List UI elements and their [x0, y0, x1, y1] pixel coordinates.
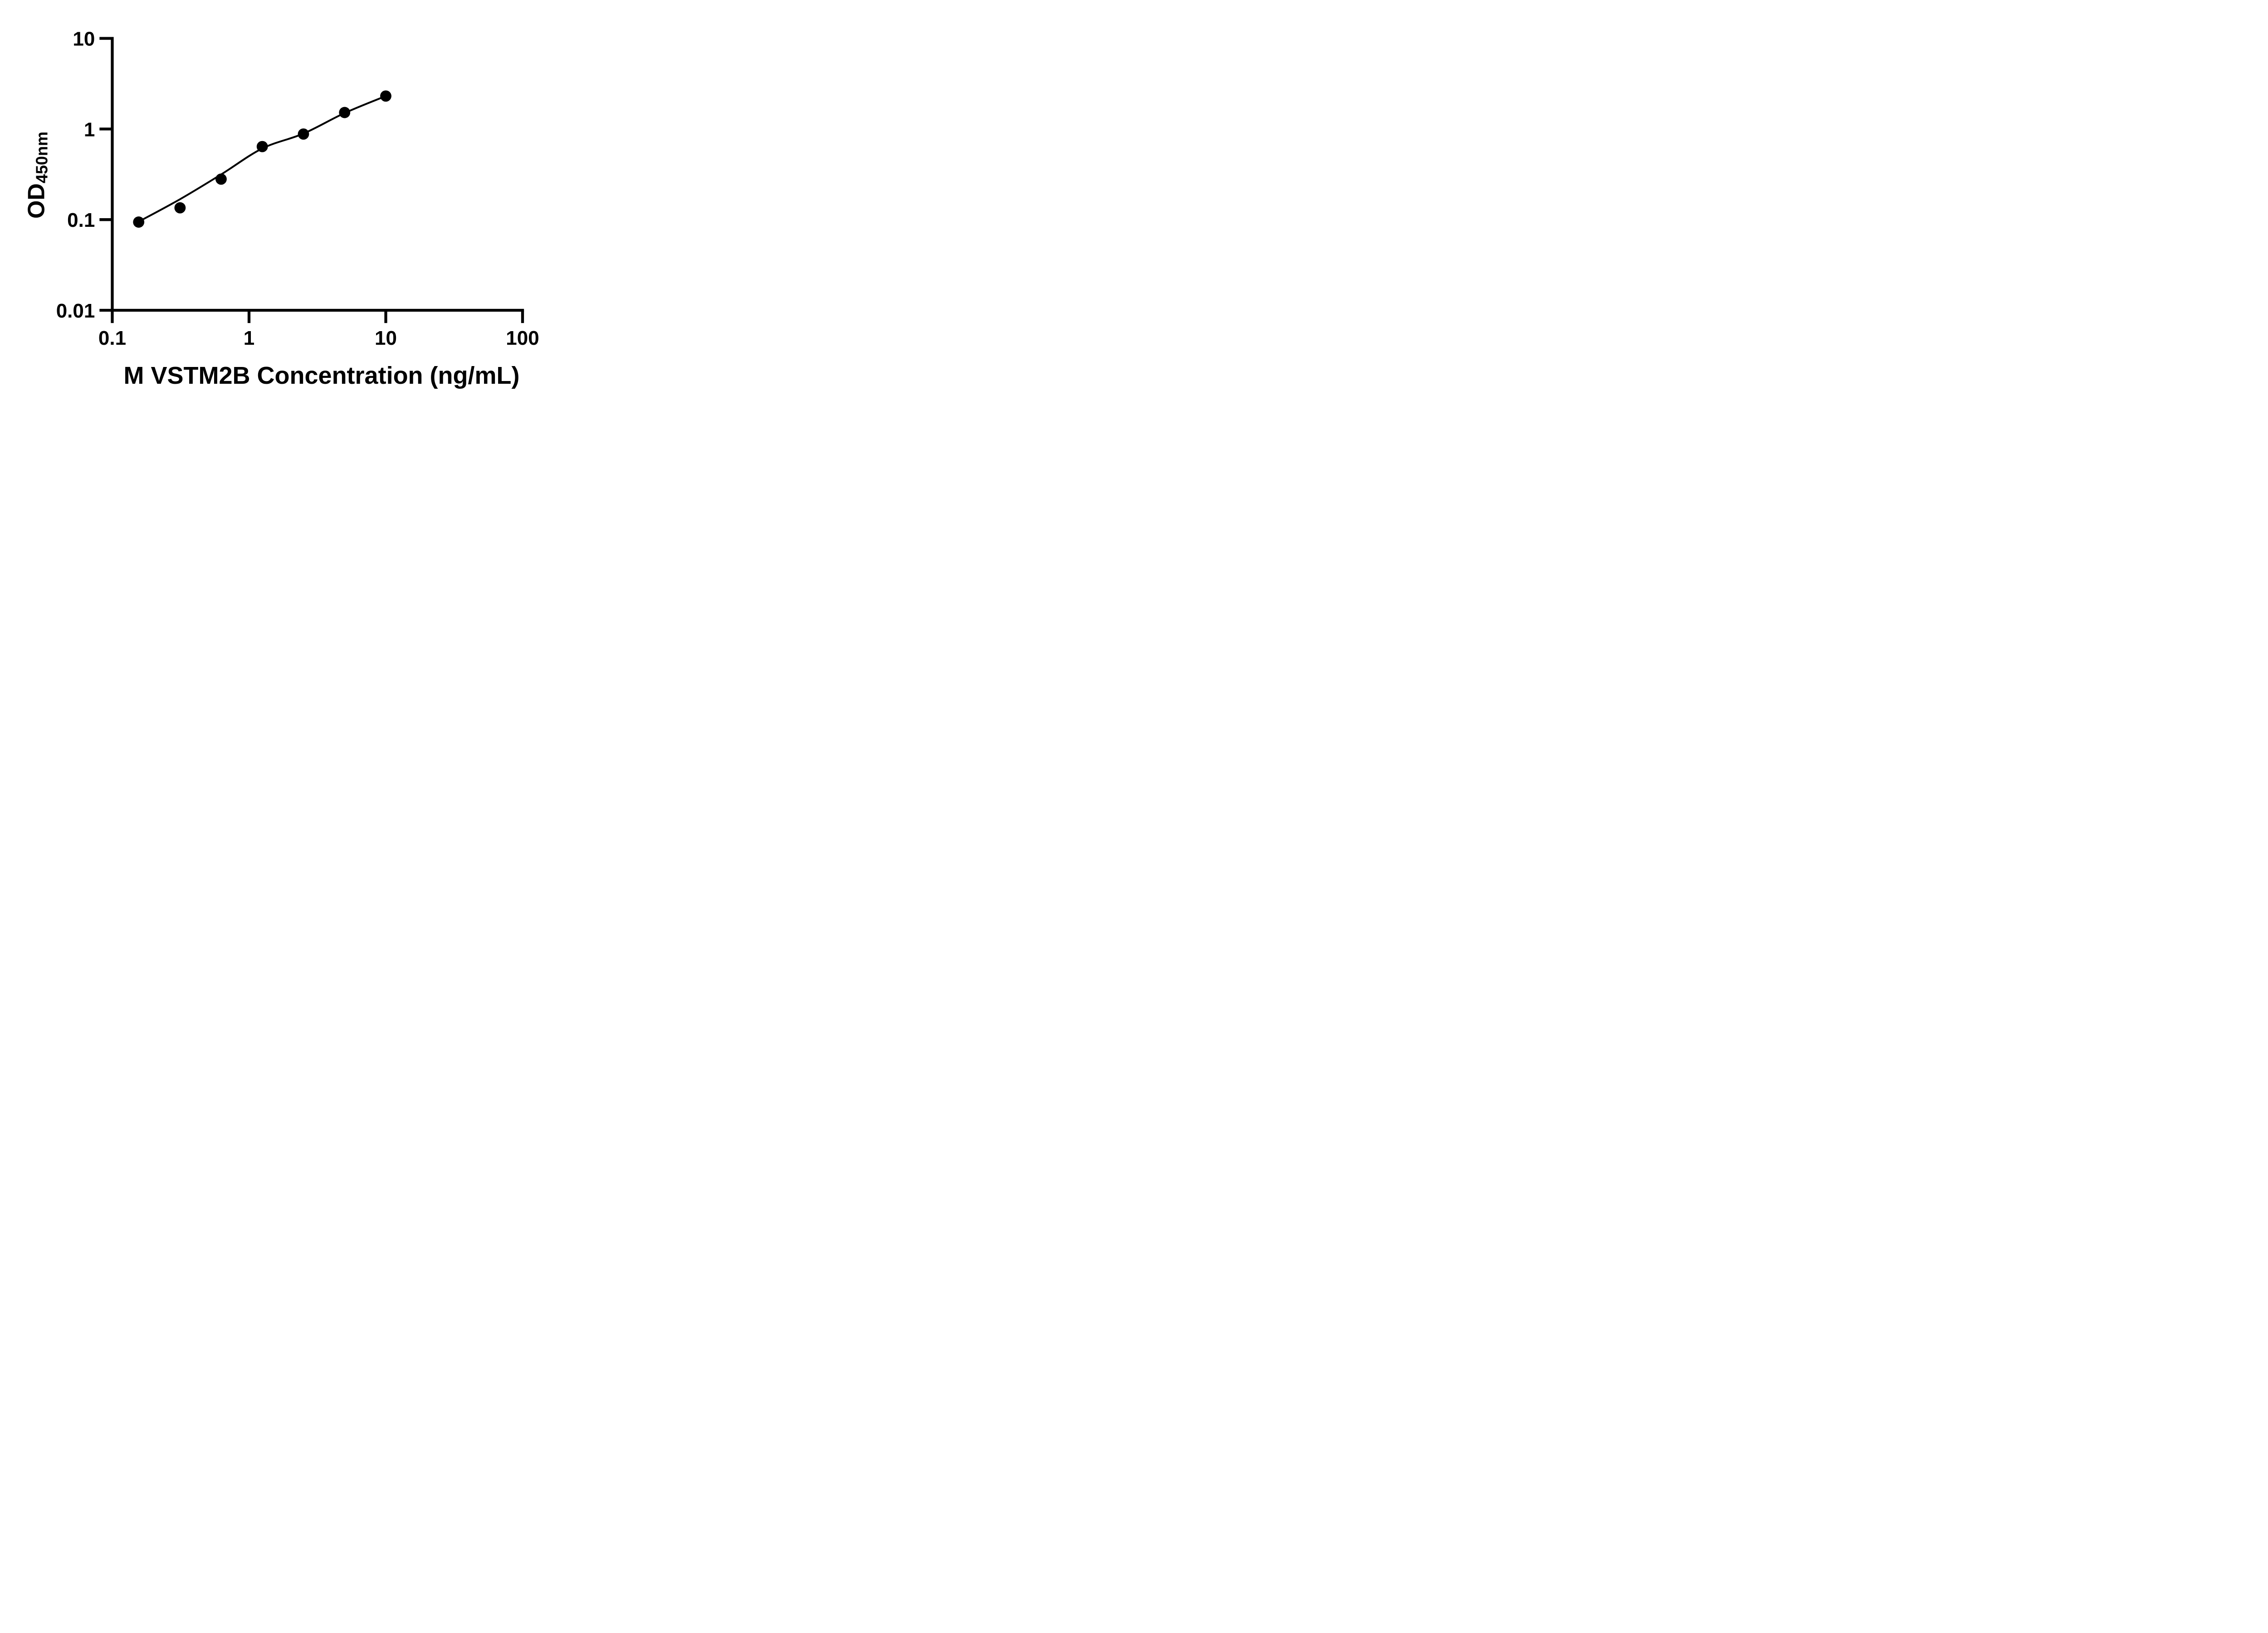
data-point [215, 173, 227, 185]
y-axis-title-main: OD [23, 183, 50, 219]
data-point [339, 107, 351, 118]
data-point [174, 202, 186, 214]
y-tick-label: 1 [84, 118, 95, 141]
x-tick-label: 1 [244, 327, 254, 349]
axes-group [111, 37, 524, 312]
x-tick-label: 100 [506, 327, 539, 349]
data-point [298, 128, 309, 140]
data-point [133, 216, 145, 228]
y-tick-label: 0.1 [67, 209, 95, 231]
y-tick-label: 0.01 [56, 300, 95, 322]
data-point [380, 90, 391, 102]
y-axis-title-subscript: 450nm [32, 131, 51, 184]
data-points-group [133, 90, 391, 228]
x-axis-title: M VSTM2B Concentration (ng/mL) [123, 362, 520, 389]
elisa-standard-curve-figure: 0.01 0.1 1 10 0.1 1 10 100 OD450nm M VSTM2B Con… [0, 0, 583, 408]
data-point [256, 141, 268, 152]
x-tick-label: 0.1 [98, 327, 126, 349]
x-tick-label: 10 [375, 327, 397, 349]
y-axis-title: OD450nm [23, 132, 52, 219]
y-tick-label: 10 [73, 28, 95, 50]
tick-marks-group [99, 37, 524, 323]
